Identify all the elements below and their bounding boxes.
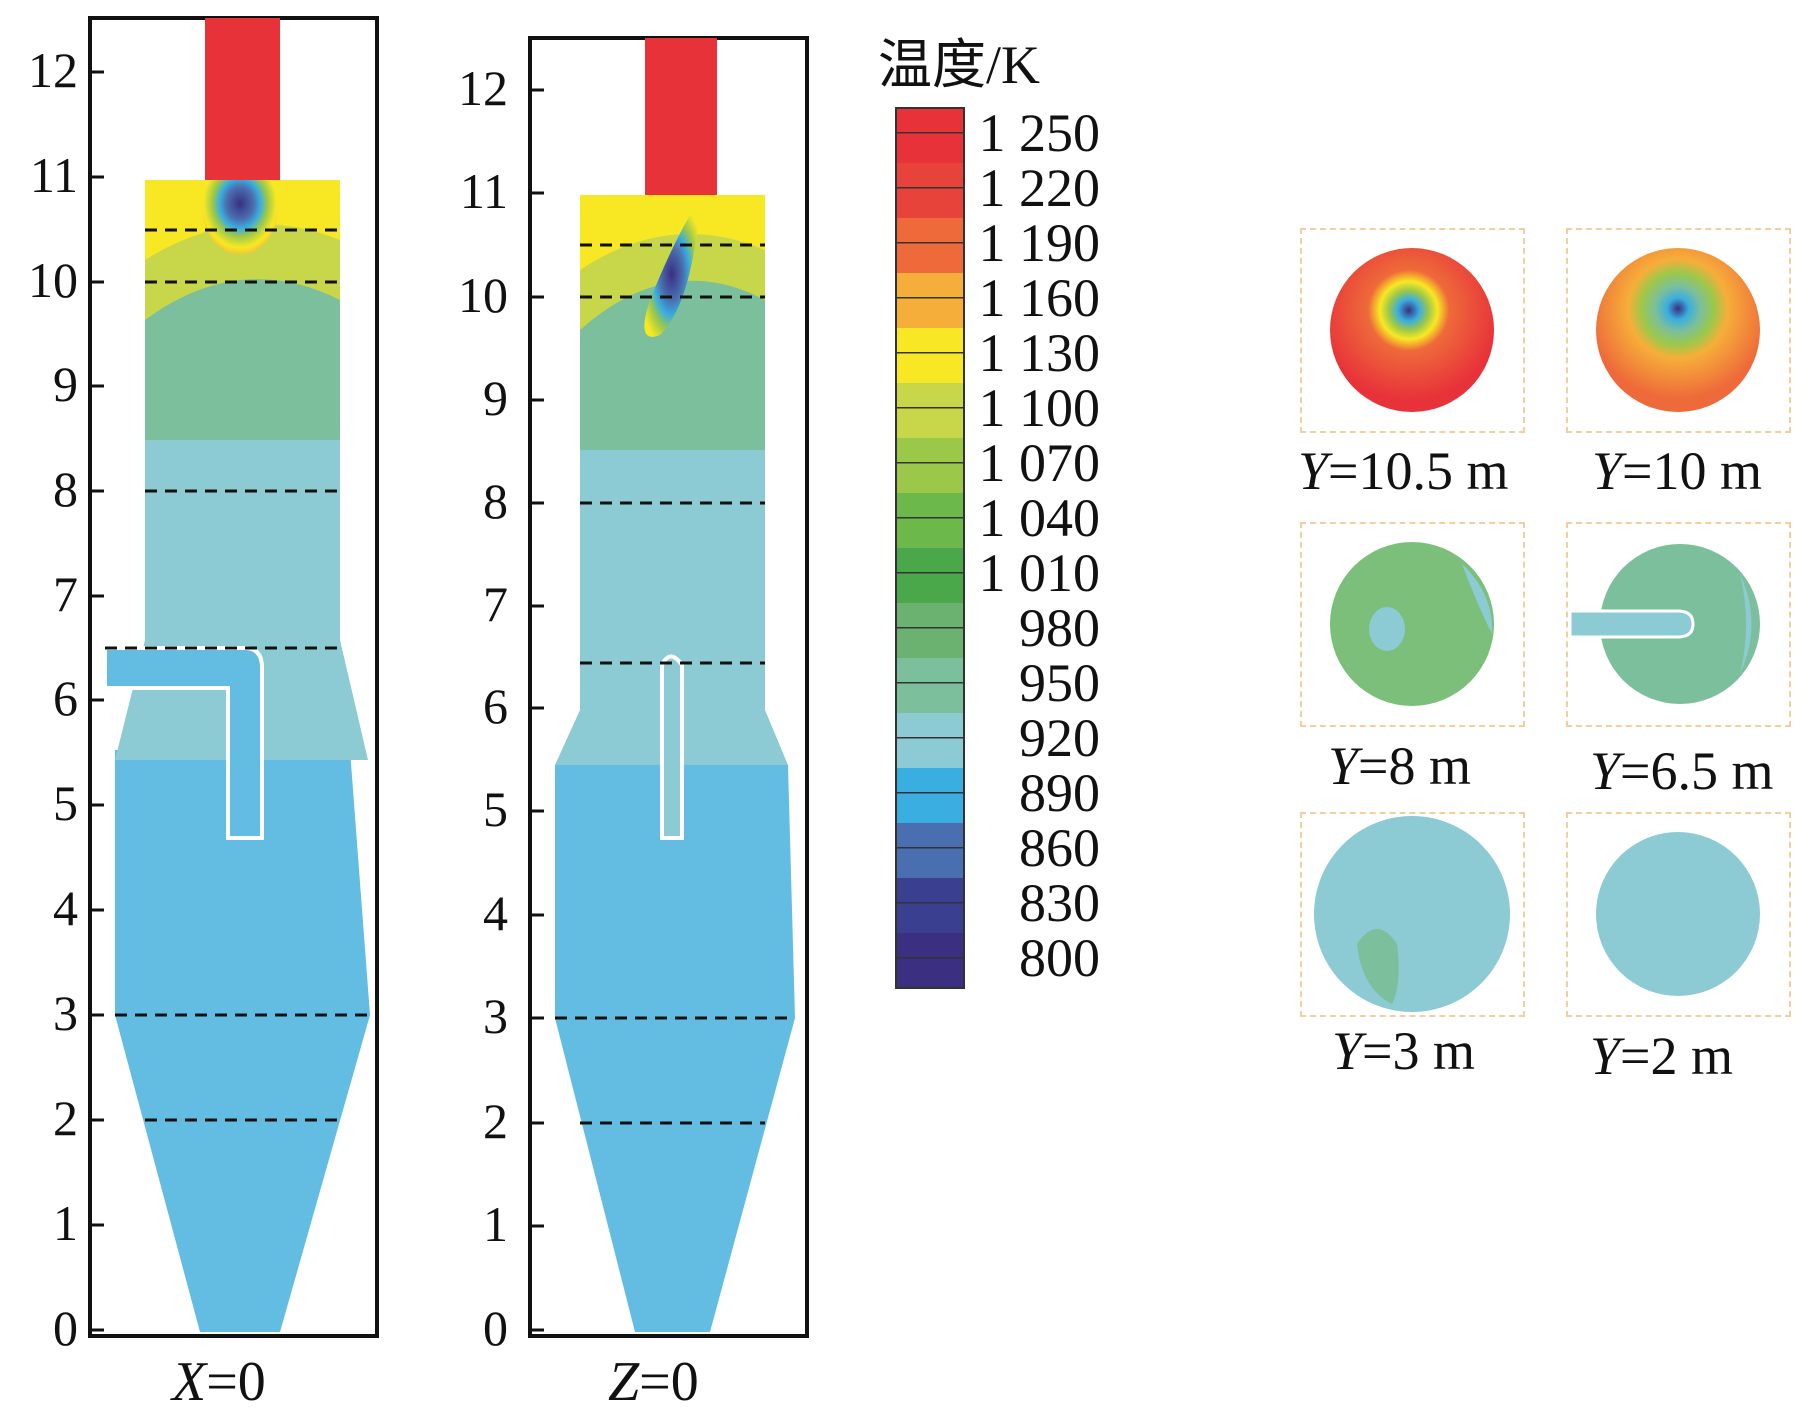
y-tick: 9 (483, 370, 508, 426)
y-tick: 10 (28, 252, 78, 308)
section-x0-plot: 0 1 2 3 4 5 6 7 8 9 10 11 12 (28, 16, 379, 1356)
slice-y8 (1300, 522, 1525, 727)
y-tick: 10 (458, 267, 508, 323)
legend-label: 1 160 (979, 268, 1101, 328)
legend-label: 830 (1019, 873, 1100, 933)
legend-swatch (896, 273, 964, 328)
slice-caption: Y=8 m (1328, 736, 1472, 796)
legend-label: 1 250 (979, 103, 1101, 163)
y-tick: 7 (53, 566, 78, 622)
slice-caption: Y=2 m (1590, 1026, 1734, 1086)
slice-caption: Y=10 m (1592, 441, 1763, 501)
y-tick: 0 (483, 1300, 508, 1356)
legend-swatch (896, 163, 964, 218)
legend-swatch (896, 438, 964, 493)
legend-label: 1 190 (979, 213, 1101, 273)
legend-label: 1 220 (979, 158, 1101, 218)
y-tick: 0 (53, 1300, 78, 1356)
y-tick: 2 (53, 1090, 78, 1146)
y-tick: 8 (53, 461, 78, 517)
y-tick: 1 (483, 1196, 508, 1252)
slice-caption: Y=3 m (1332, 1021, 1476, 1081)
y-tick: 4 (483, 885, 508, 941)
slice-caption: Y=6.5 m (1590, 741, 1774, 801)
legend-swatch (896, 768, 964, 823)
y-tick: 3 (53, 985, 78, 1041)
y-tick: 2 (483, 1093, 508, 1149)
legend-swatch (896, 493, 964, 548)
legend-title: 温度/K (878, 35, 1040, 95)
legend-swatch (896, 218, 964, 273)
legend-swatch (896, 933, 964, 988)
slice-y6_5 (1566, 522, 1791, 727)
y-tick: 8 (483, 473, 508, 529)
legend-swatch (896, 658, 964, 713)
y-tick: 9 (53, 356, 78, 412)
y-tick: 5 (483, 781, 508, 837)
legend-label: 1 100 (979, 378, 1101, 438)
legend-swatch (896, 548, 964, 603)
legend-label: 920 (1019, 708, 1100, 768)
y-tick: 11 (30, 147, 78, 203)
y-tick: 1 (53, 1195, 78, 1251)
slice-y2 (1566, 812, 1791, 1017)
y-tick: 11 (460, 163, 508, 219)
legend-label: 800 (1019, 928, 1100, 988)
caption-x0: X=0 (172, 1351, 266, 1413)
legend-label: 890 (1019, 763, 1100, 823)
legend-label: 980 (1019, 598, 1100, 658)
slice-y3 (1300, 812, 1525, 1017)
y-tick: 3 (483, 988, 508, 1044)
legend-swatch (896, 383, 964, 438)
legend-swatch (896, 713, 964, 768)
y-tick: 4 (53, 880, 78, 936)
slice-y10_5 (1300, 228, 1525, 433)
legend-swatch (896, 823, 964, 878)
y-tick: 7 (483, 576, 508, 632)
y-axis-x0 (90, 70, 104, 1332)
slice-y10 (1566, 228, 1791, 433)
y-axis-z0 (530, 88, 544, 1332)
legend-swatch (896, 328, 964, 383)
legend-swatch (896, 878, 964, 933)
legend-label: 1 040 (979, 488, 1101, 548)
y-tick: 12 (28, 42, 78, 98)
caption-z0: Z=0 (608, 1351, 699, 1413)
legend-label: 950 (1019, 653, 1100, 713)
legend-label: 1 130 (979, 323, 1101, 383)
legend-swatch (896, 108, 964, 163)
y-tick: 6 (483, 678, 508, 734)
legend-swatch (896, 603, 964, 658)
y-tick: 5 (53, 775, 78, 831)
legend-label: 1 010 (979, 543, 1101, 603)
legend-label: 860 (1019, 818, 1100, 878)
section-z0-plot: 0 1 2 3 4 5 6 7 8 9 10 11 12 (458, 36, 809, 1356)
y-tick: 12 (458, 60, 508, 116)
legend-label: 1 070 (979, 433, 1101, 493)
slice-caption: Y=10.5 m (1298, 441, 1509, 501)
y-tick: 6 (53, 670, 78, 726)
